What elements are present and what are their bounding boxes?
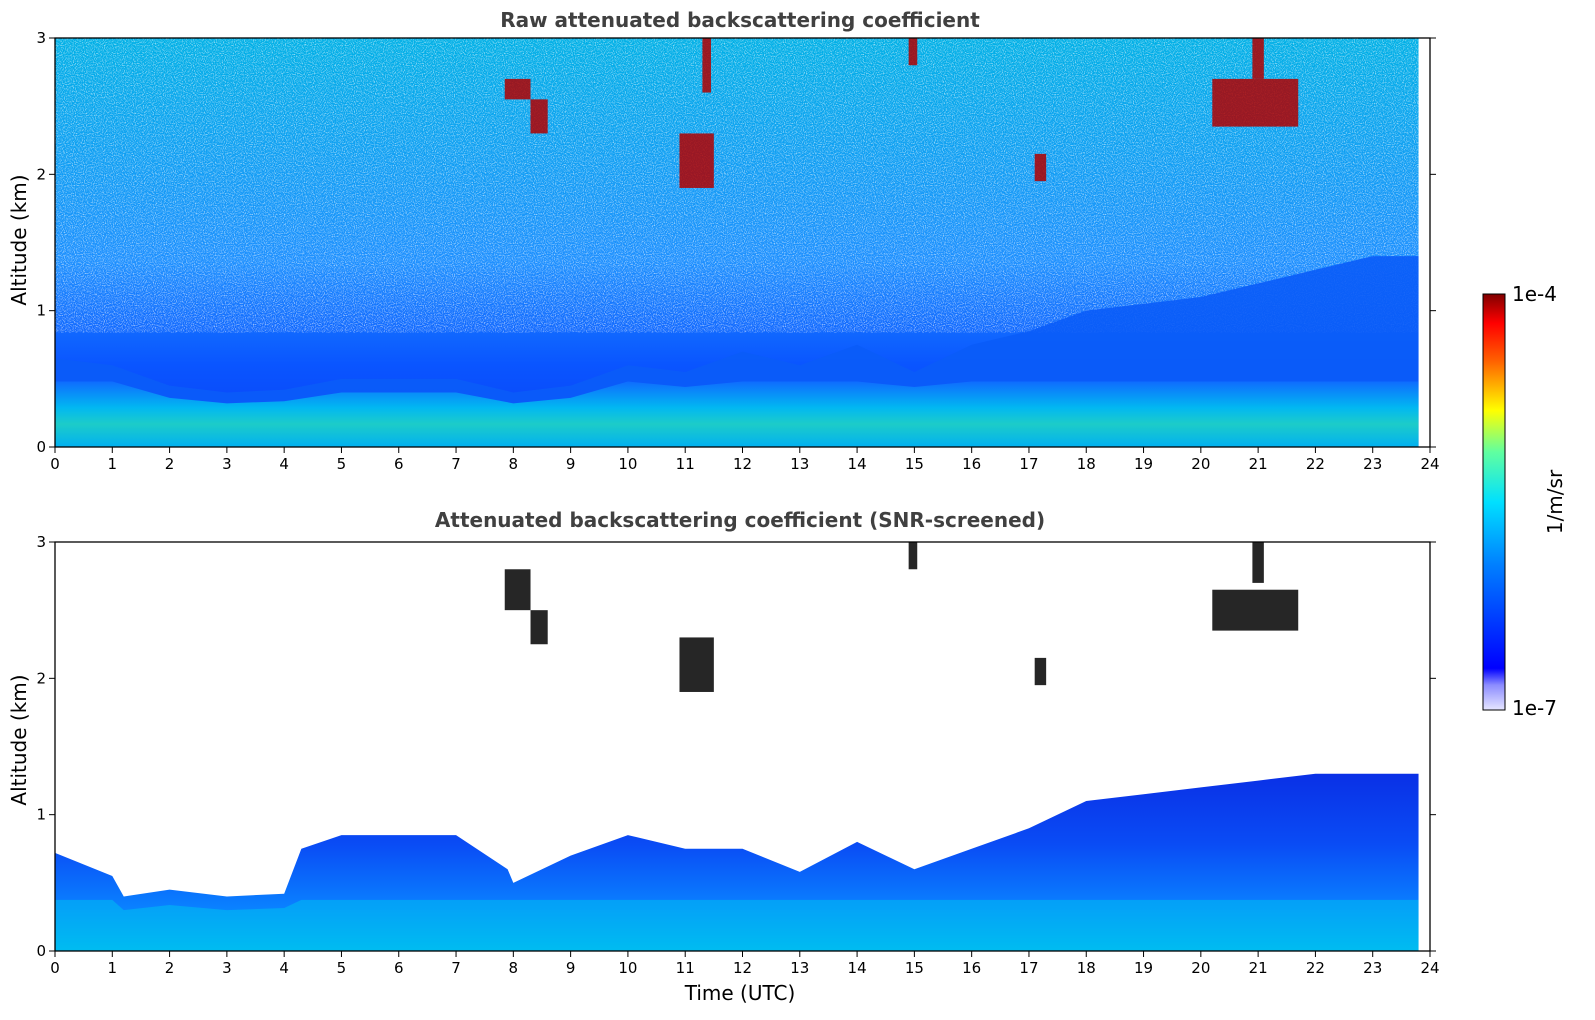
y-tick-label: 3 (36, 29, 46, 47)
cloud-feature-7 (1252, 38, 1264, 79)
cloud-feature-3 (702, 38, 711, 93)
cloud-feature-2 (679, 133, 714, 188)
x-tick-label: 12 (733, 959, 752, 977)
x-tick-label: 2 (165, 959, 175, 977)
x-tick-label: 20 (1191, 959, 1210, 977)
cloud-feature-4 (1034, 657, 1047, 686)
raw-x-axis: 0 1 2 3 4 5 6 7 8 9 10 11 12 13 14 15 16 17 18 19 20 21 22 23 24 (50, 447, 1440, 473)
x-tick-label: 3 (222, 959, 232, 977)
cloud-feature-0 (504, 78, 531, 100)
screened-heatmap (55, 542, 1419, 951)
raw-y-axis: 0 1 2 3 (36, 29, 1436, 456)
x-tick-label: 4 (279, 959, 289, 977)
y-tick-label: 3 (36, 533, 46, 551)
x-tick-label: 21 (1249, 959, 1268, 977)
x-tick-label: 18 (1077, 455, 1096, 473)
x-tick-label: 0 (50, 455, 60, 473)
x-tick-label: 11 (676, 959, 695, 977)
x-tick-label: 23 (1363, 455, 1382, 473)
x-tick-label: 19 (1134, 455, 1153, 473)
cloud-feature-1 (530, 610, 548, 645)
x-tick-label: 15 (905, 455, 924, 473)
x-tick-label: 14 (848, 455, 867, 473)
x-tick-label: 17 (1019, 455, 1038, 473)
x-tick-label: 1 (108, 455, 118, 473)
cloud-feature-6 (1212, 78, 1299, 127)
x-tick-label: 20 (1191, 455, 1210, 473)
cloud-feature-5 (1034, 153, 1047, 182)
raw-backscatter-panel: Raw attenuated backscattering coefficien… (7, 8, 1440, 473)
colorbar: 1e-4 1e-7 1/m/sr (1482, 282, 1567, 720)
chart-title-raw: Raw attenuated backscattering coefficien… (500, 8, 980, 32)
chart-title-screened: Attenuated backscattering coefficient (S… (435, 508, 1045, 532)
y-axis-label-screened: Altitude (km) (7, 674, 31, 805)
x-tick-label: 24 (1420, 455, 1439, 473)
raw-boundary-layer (55, 381, 1419, 447)
y-tick-label: 0 (36, 942, 46, 960)
x-tick-label: 7 (451, 455, 461, 473)
cloud-feature-4 (908, 38, 918, 66)
x-axis-label: Time (UTC) (684, 981, 796, 1005)
cloud-feature-2 (679, 637, 714, 692)
x-tick-label: 13 (790, 455, 809, 473)
x-tick-label: 10 (618, 959, 637, 977)
x-tick-label: 23 (1363, 959, 1382, 977)
x-tick-label: 5 (337, 959, 347, 977)
x-tick-label: 9 (566, 959, 576, 977)
x-tick-label: 16 (962, 959, 981, 977)
x-tick-label: 14 (848, 959, 867, 977)
x-tick-label: 18 (1077, 959, 1096, 977)
x-tick-label: 22 (1306, 455, 1325, 473)
cloud-feature-5 (1212, 589, 1299, 631)
colorbar-min-label: 1e-7 (1512, 696, 1557, 720)
y-axis-label-raw: Altitude (km) (7, 174, 31, 305)
screened-backscatter-panel: Attenuated backscattering coefficient (S… (7, 508, 1440, 1005)
x-tick-label: 7 (451, 959, 461, 977)
x-tick-label: 6 (394, 959, 404, 977)
raw-noise-speckle (55, 38, 1419, 333)
x-tick-label: 0 (50, 959, 60, 977)
x-tick-label: 13 (790, 959, 809, 977)
x-tick-label: 6 (394, 455, 404, 473)
cloud-feature-0 (504, 569, 531, 611)
x-tick-label: 24 (1420, 959, 1439, 977)
x-tick-label: 8 (509, 959, 519, 977)
x-tick-label: 5 (337, 455, 347, 473)
x-tick-label: 10 (618, 455, 637, 473)
x-tick-label: 11 (676, 455, 695, 473)
x-tick-label: 17 (1019, 959, 1038, 977)
x-tick-label: 16 (962, 455, 981, 473)
x-tick-label: 9 (566, 455, 576, 473)
y-tick-label: 1 (36, 302, 46, 320)
y-tick-label: 2 (36, 669, 46, 687)
x-tick-label: 12 (733, 455, 752, 473)
y-tick-label: 2 (36, 165, 46, 183)
x-tick-label: 4 (279, 455, 289, 473)
x-tick-label: 3 (222, 455, 232, 473)
cloud-feature-6 (1252, 542, 1264, 583)
screened-x-axis: 0 1 2 3 4 5 6 7 8 9 10 11 12 13 14 15 16 17 18 19 20 21 22 23 24 (50, 951, 1440, 977)
screened-boundary-layer (55, 899, 1419, 951)
x-tick-label: 2 (165, 455, 175, 473)
x-tick-label: 8 (509, 455, 519, 473)
y-tick-label: 0 (36, 438, 46, 456)
cloud-feature-3 (908, 542, 918, 570)
x-tick-label: 15 (905, 959, 924, 977)
colorbar-scale (1482, 293, 1506, 711)
x-tick-label: 21 (1249, 455, 1268, 473)
cloud-feature-1 (530, 99, 548, 134)
colorbar-max-label: 1e-4 (1512, 282, 1557, 306)
x-tick-label: 1 (108, 959, 118, 977)
raw-heatmap (55, 38, 1419, 447)
x-tick-label: 19 (1134, 959, 1153, 977)
screened-y-axis: 0 1 2 3 (36, 533, 1436, 960)
colorbar-label: 1/m/sr (1543, 469, 1567, 534)
x-tick-label: 22 (1306, 959, 1325, 977)
y-tick-label: 1 (36, 806, 46, 824)
